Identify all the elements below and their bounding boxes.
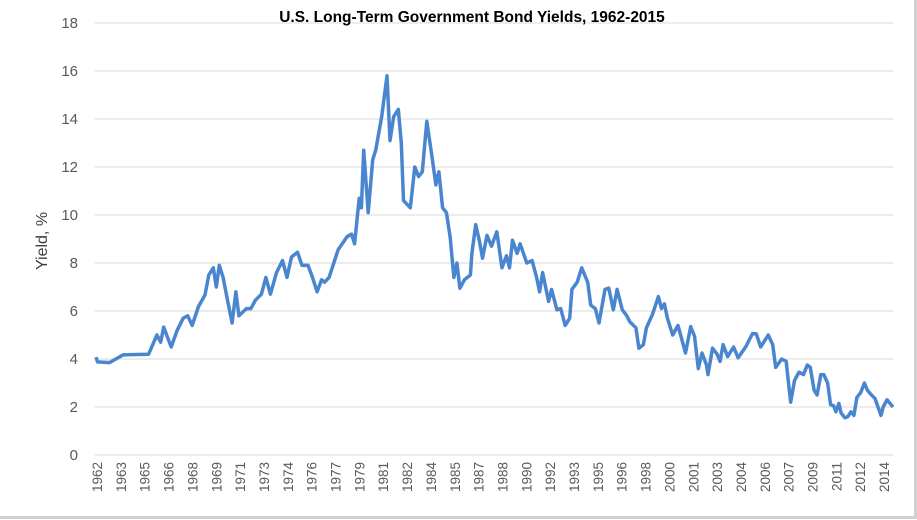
x-tick-label: 2000 <box>662 462 677 492</box>
x-tick-label: 2012 <box>853 462 868 492</box>
x-tick-label: 1971 <box>233 462 248 492</box>
x-tick-label: 1985 <box>448 462 463 492</box>
x-tick-label: 1984 <box>424 462 439 493</box>
x-tick-label: 1976 <box>305 462 320 492</box>
y-tick-label: 14 <box>61 111 78 128</box>
x-tick-label: 1969 <box>209 462 224 492</box>
x-tick-label: 1992 <box>543 462 558 492</box>
x-tick-label: 1977 <box>329 462 344 492</box>
x-tick-label: 1966 <box>162 462 177 492</box>
y-tick-label: 6 <box>70 303 78 320</box>
y-axis-label: Yield, % <box>34 212 51 270</box>
y-tick-label: 18 <box>61 15 78 32</box>
x-tick-label: 1993 <box>567 462 582 492</box>
x-tick-label: 2001 <box>686 462 701 492</box>
x-tick-label: 2011 <box>829 462 844 491</box>
x-tick-label: 2014 <box>877 462 892 493</box>
x-tick-label: 2006 <box>758 462 773 492</box>
y-axis-ticks: 0 2 4 6 8 10 12 14 16 18 <box>61 15 78 464</box>
y-tick-label: 8 <box>70 255 78 272</box>
x-tick-label: 1973 <box>257 462 272 492</box>
x-tick-label: 1974 <box>281 462 296 493</box>
x-axis-ticks: 1962 1963 1965 1966 1968 1969 1971 1973 1974 1976… <box>90 462 892 493</box>
x-tick-label: 1996 <box>615 462 630 492</box>
x-tick-label: 1988 <box>495 462 510 492</box>
x-tick-label: 1987 <box>472 462 487 492</box>
x-tick-label: 1982 <box>400 462 415 492</box>
series-line-yield <box>94 74 895 420</box>
x-tick-label: 1995 <box>591 462 606 492</box>
y-tick-label: 2 <box>70 399 78 416</box>
x-tick-label: 2004 <box>734 462 749 493</box>
x-tick-label: 1990 <box>519 462 534 492</box>
x-tick-label: 2007 <box>782 462 797 492</box>
y-tick-label: 4 <box>70 351 78 368</box>
y-tick-label: 12 <box>61 159 78 176</box>
x-tick-label: 1981 <box>376 462 391 492</box>
chart-title: U.S. Long-Term Government Bond Yields, 1… <box>279 9 665 26</box>
x-tick-label: 1968 <box>185 462 200 492</box>
x-tick-label: 1963 <box>114 462 129 492</box>
y-tick-label: 0 <box>70 447 78 464</box>
y-tick-label: 10 <box>61 207 78 224</box>
x-tick-label: 2009 <box>806 462 821 492</box>
x-tick-label: 1979 <box>352 462 367 492</box>
x-tick-label: 2003 <box>710 462 725 492</box>
x-tick-label: 1998 <box>639 462 654 492</box>
x-tick-label: 1965 <box>138 462 153 492</box>
x-tick-label: 1962 <box>90 462 105 492</box>
y-tick-label: 16 <box>61 63 78 80</box>
